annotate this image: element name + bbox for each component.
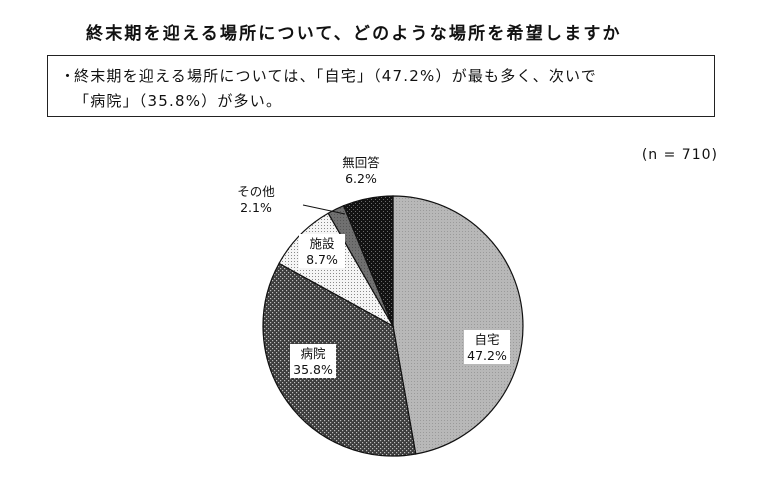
pie-value-home: 47.2% [467,348,507,363]
summary-text-1: 終末期を迎える場所については、「自宅」（47.2%）が最も多く、次いで [74,67,598,85]
summary-line-1: ・終末期を迎える場所については、「自宅」（47.2%）が最も多く、次いで [60,64,702,89]
pie-leader-other [302,204,346,215]
summary-box: ・終末期を迎える場所については、「自宅」（47.2%）が最も多く、次いで 「病院… [47,55,715,117]
pie-value-other: 2.1% [240,200,272,215]
pie-value-no-answer: 6.2% [345,171,377,186]
pie-label-other: その他 [237,184,275,199]
pie-label-hospital: 病院 [300,346,326,361]
pie-value-hospital: 35.8% [293,362,333,377]
page-title: 終末期を迎える場所について、どのような場所を希望しますか [86,24,622,44]
pie-label-facility: 施設 [309,236,335,251]
pie-slice-hospital [262,262,417,457]
pie-label-bg-hospital [290,344,336,378]
summary-bullet: ・ [60,67,77,85]
pie-label-bg-home [464,330,510,364]
pie-label-no-answer: 無回答 [342,155,380,170]
pie-label-home: 自宅 [474,332,499,347]
pie-slice-no-answer [342,195,394,327]
sample-size-label: (n = 710) [641,147,718,163]
pie-label-bg-facility [299,234,345,268]
pie-slice-home [392,195,524,455]
pie-value-facility: 8.7% [306,252,338,267]
summary-line-2: 「病院」（35.8%）が多い。 [74,92,283,110]
